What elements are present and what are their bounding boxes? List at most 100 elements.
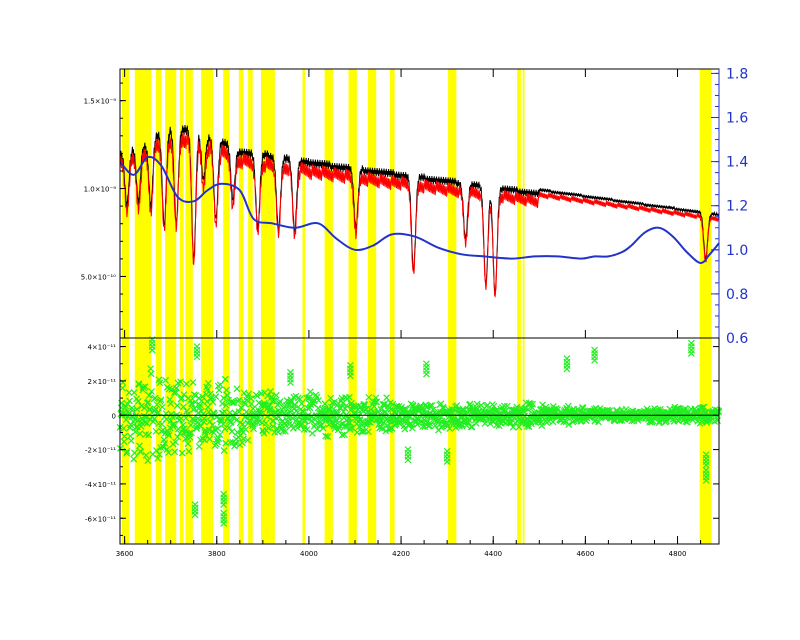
residual-point-902	[490, 402, 498, 410]
residual-point-556	[347, 424, 354, 432]
residual-outlier-7-3	[687, 339, 695, 347]
residual-point-238	[215, 435, 223, 442]
residual-point-92	[154, 409, 162, 417]
masked-region-bottom-1	[134, 338, 152, 544]
residual-point-546	[342, 402, 350, 409]
residual-point-125	[168, 386, 176, 393]
residual-point-789	[443, 420, 451, 428]
residual-point-270	[228, 427, 236, 435]
residual-point-597	[364, 408, 371, 416]
residual-point-10	[120, 438, 128, 446]
residual-point-87	[152, 427, 160, 435]
residual-outlier-13-3	[443, 447, 451, 455]
residual-point-47	[136, 442, 143, 450]
residual-point-399	[282, 427, 289, 435]
residual-point-88	[153, 447, 160, 454]
residual-outlier-1-3	[220, 509, 228, 517]
residual-outlier-0-3	[191, 501, 199, 508]
residual-point-664	[391, 407, 399, 415]
bottom-ytick-label-2: -2×10⁻¹¹	[85, 447, 116, 455]
residual-outlier-15-3	[287, 368, 294, 376]
residual-point-456	[305, 393, 313, 401]
residual-point-211	[204, 385, 211, 393]
masked-region-top-7	[223, 69, 230, 338]
residual-point-369	[269, 423, 277, 430]
residual-point-638	[381, 400, 388, 408]
residual-point-475	[313, 393, 321, 401]
residual-point-26	[127, 421, 135, 429]
residual-point-282	[233, 385, 241, 393]
masked-region-bottom-2	[155, 338, 162, 544]
top-y2tick-label-3: 1.2	[726, 199, 748, 215]
bottom-ytick-label-5: 4×10⁻¹¹	[87, 344, 116, 352]
residual-point-249	[219, 420, 227, 428]
masked-region-bottom-15	[390, 338, 395, 544]
residual-point-245	[218, 416, 226, 424]
bottom-ytick-label-3: 0	[112, 412, 116, 420]
residual-point-118	[165, 432, 173, 439]
top-ytick-label-0: 5.0×10⁻¹⁰	[81, 273, 116, 281]
residual-point-268	[227, 418, 235, 426]
bottom-x-axis: 3600 3800 4000 4200 4400 4600 4800	[116, 536, 702, 558]
residual-point-774	[437, 400, 445, 408]
bottom-residual-panel: -6×10⁻¹¹-4×10⁻¹¹-2×10⁻¹¹02×10⁻¹¹4×10⁻¹¹ …	[85, 336, 723, 558]
residual-point-651	[386, 424, 394, 432]
residual-point-146	[177, 378, 184, 386]
residual-point-242	[216, 381, 224, 389]
residual-point-68	[144, 398, 152, 406]
residual-point-95	[155, 451, 163, 458]
residual-point-185	[193, 425, 201, 432]
residual-point-861	[473, 400, 481, 408]
residual-point-33	[130, 455, 138, 463]
residual-point-41	[133, 405, 141, 413]
residual-point-995	[529, 400, 537, 408]
residual-point-934	[503, 402, 511, 410]
residual-point-322	[250, 425, 257, 433]
bottom-plot-frame	[119, 337, 720, 545]
residual-point-271	[228, 399, 236, 407]
top-spectrum-panel: 5.0×10⁻¹⁰ 1.0×10⁻⁹ 1.5×10⁻⁹ 0.6 0.8 1.0 1.2 1.…	[81, 66, 749, 347]
residual-point-367	[268, 397, 276, 405]
residual-point-827	[459, 405, 467, 413]
residual-point-99	[157, 396, 165, 404]
residual-point-7	[119, 378, 127, 386]
residual-point-308	[244, 436, 252, 444]
residual-outlier-5-3	[702, 466, 710, 474]
residual-point-61	[141, 383, 149, 391]
masked-region-top-11	[302, 69, 306, 338]
residual-point-795	[446, 425, 454, 432]
residual-point-653	[387, 406, 395, 413]
bottom-ytick-label-0: -6×10⁻¹¹	[85, 515, 116, 523]
top-y2tick-label-0: 0.6	[726, 331, 748, 347]
residual-point-160	[182, 380, 190, 388]
residual-point-241	[216, 431, 224, 439]
residual-point-213	[204, 379, 212, 387]
residual-outlier-9-3	[591, 346, 599, 354]
residual-point-643	[383, 394, 391, 402]
residual-outlier-2-3	[220, 490, 228, 498]
residual-point-317	[248, 400, 255, 408]
residual-point-239	[215, 386, 223, 394]
residual-point-209	[203, 383, 211, 391]
residual-point-96	[156, 379, 164, 387]
bottom-xtick-label-1: 3800	[208, 550, 226, 558]
residual-point-410	[286, 398, 294, 406]
residual-point-990	[527, 400, 534, 408]
residual-point-780	[440, 405, 447, 412]
residual-point-44	[134, 397, 142, 405]
residual-point-150	[178, 449, 186, 457]
masked-region-top-12	[324, 69, 333, 338]
residual-point-11	[121, 432, 128, 440]
residual-point-599	[364, 428, 372, 436]
top-ytick-label-2: 1.5×10⁻⁹	[84, 98, 117, 106]
residual-point-72	[146, 405, 154, 413]
residual-point-296	[239, 420, 247, 428]
residual-point-134	[172, 438, 179, 446]
residual-point-310	[245, 390, 252, 398]
residual-point-193	[196, 401, 204, 409]
top-spectrum-lines	[119, 124, 720, 298]
residual-point-91	[154, 454, 162, 462]
residual-point-259	[223, 391, 231, 399]
residual-point-132	[171, 448, 179, 456]
residual-point-38	[132, 412, 140, 420]
